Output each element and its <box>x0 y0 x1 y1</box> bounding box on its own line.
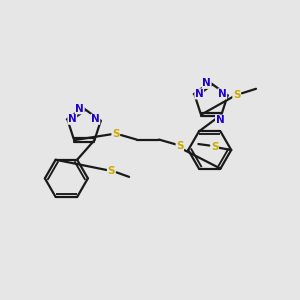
Text: N: N <box>202 78 211 88</box>
Text: N: N <box>195 89 204 99</box>
Text: S: S <box>211 142 218 152</box>
Text: N: N <box>76 104 84 114</box>
Text: N: N <box>215 115 224 125</box>
Text: S: S <box>176 140 184 151</box>
Text: S: S <box>233 90 240 100</box>
Text: N: N <box>218 89 227 99</box>
Text: S: S <box>107 166 115 176</box>
Text: N: N <box>68 114 77 124</box>
Text: S: S <box>112 129 119 139</box>
Text: N: N <box>91 114 100 124</box>
